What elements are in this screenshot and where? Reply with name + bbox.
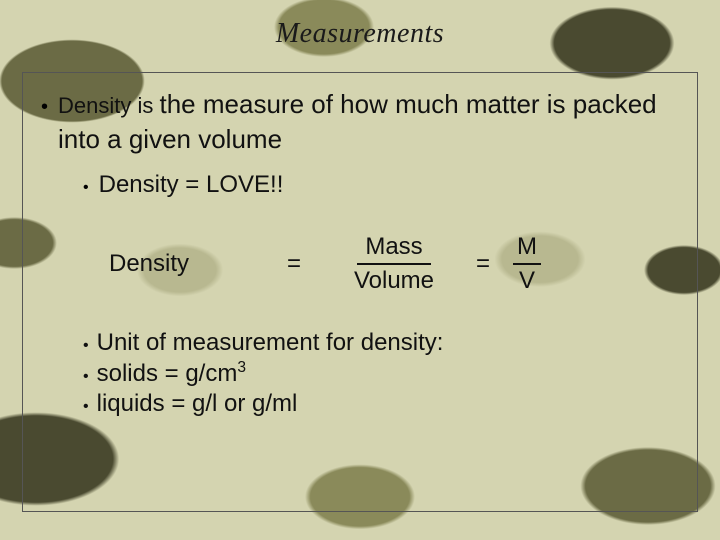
- content-box: • Density is the measure of how much mat…: [22, 72, 698, 512]
- density-formula: Density = Mass Volume = M V: [109, 233, 681, 295]
- bullet-sub-love: • Density = LOVE!!: [83, 171, 681, 199]
- formula-volume: Volume: [354, 265, 434, 295]
- bullet-main: • Density is the measure of how much mat…: [39, 87, 681, 157]
- bullet-dot-icon: •: [41, 97, 48, 117]
- formula-equals-2: =: [459, 250, 507, 278]
- units-solids-line: • solids = g/cm3: [83, 359, 681, 388]
- units-block: • Unit of measurement for density: • sol…: [83, 329, 681, 418]
- slide-container: Measurements • Density is the measure of…: [0, 0, 720, 540]
- units-heading-line: • Unit of measurement for density:: [83, 329, 681, 357]
- formula-fraction-words: Mass Volume: [329, 233, 459, 295]
- units-solids-sup: 3: [237, 359, 246, 376]
- bullet-main-text: Density is the measure of how much matte…: [58, 87, 681, 157]
- formula-mass: Mass: [357, 233, 430, 265]
- formula-fraction-letters: M V: [507, 233, 547, 295]
- units-liquids-line: • liquids = g/l or g/ml: [83, 390, 681, 418]
- bullet-dot-icon: •: [83, 368, 89, 386]
- units-solids-text: solids = g/cm: [97, 360, 238, 387]
- formula-v: V: [519, 265, 535, 295]
- bullet-dot-icon: •: [83, 398, 89, 416]
- formula-m: M: [513, 233, 541, 265]
- formula-lhs: Density: [109, 250, 259, 278]
- formula-equals-1: =: [259, 250, 329, 278]
- bullet-sub-text: Density = LOVE!!: [99, 171, 284, 199]
- bullet-dot-icon: •: [83, 179, 89, 197]
- bullet-dot-icon: •: [83, 337, 89, 355]
- bullet-main-lead: Density is: [58, 93, 159, 118]
- units-heading: Unit of measurement for density:: [97, 329, 444, 357]
- slide-title: Measurements: [22, 18, 698, 50]
- units-liquids: liquids = g/l or g/ml: [97, 390, 298, 418]
- units-solids: solids = g/cm3: [97, 359, 246, 388]
